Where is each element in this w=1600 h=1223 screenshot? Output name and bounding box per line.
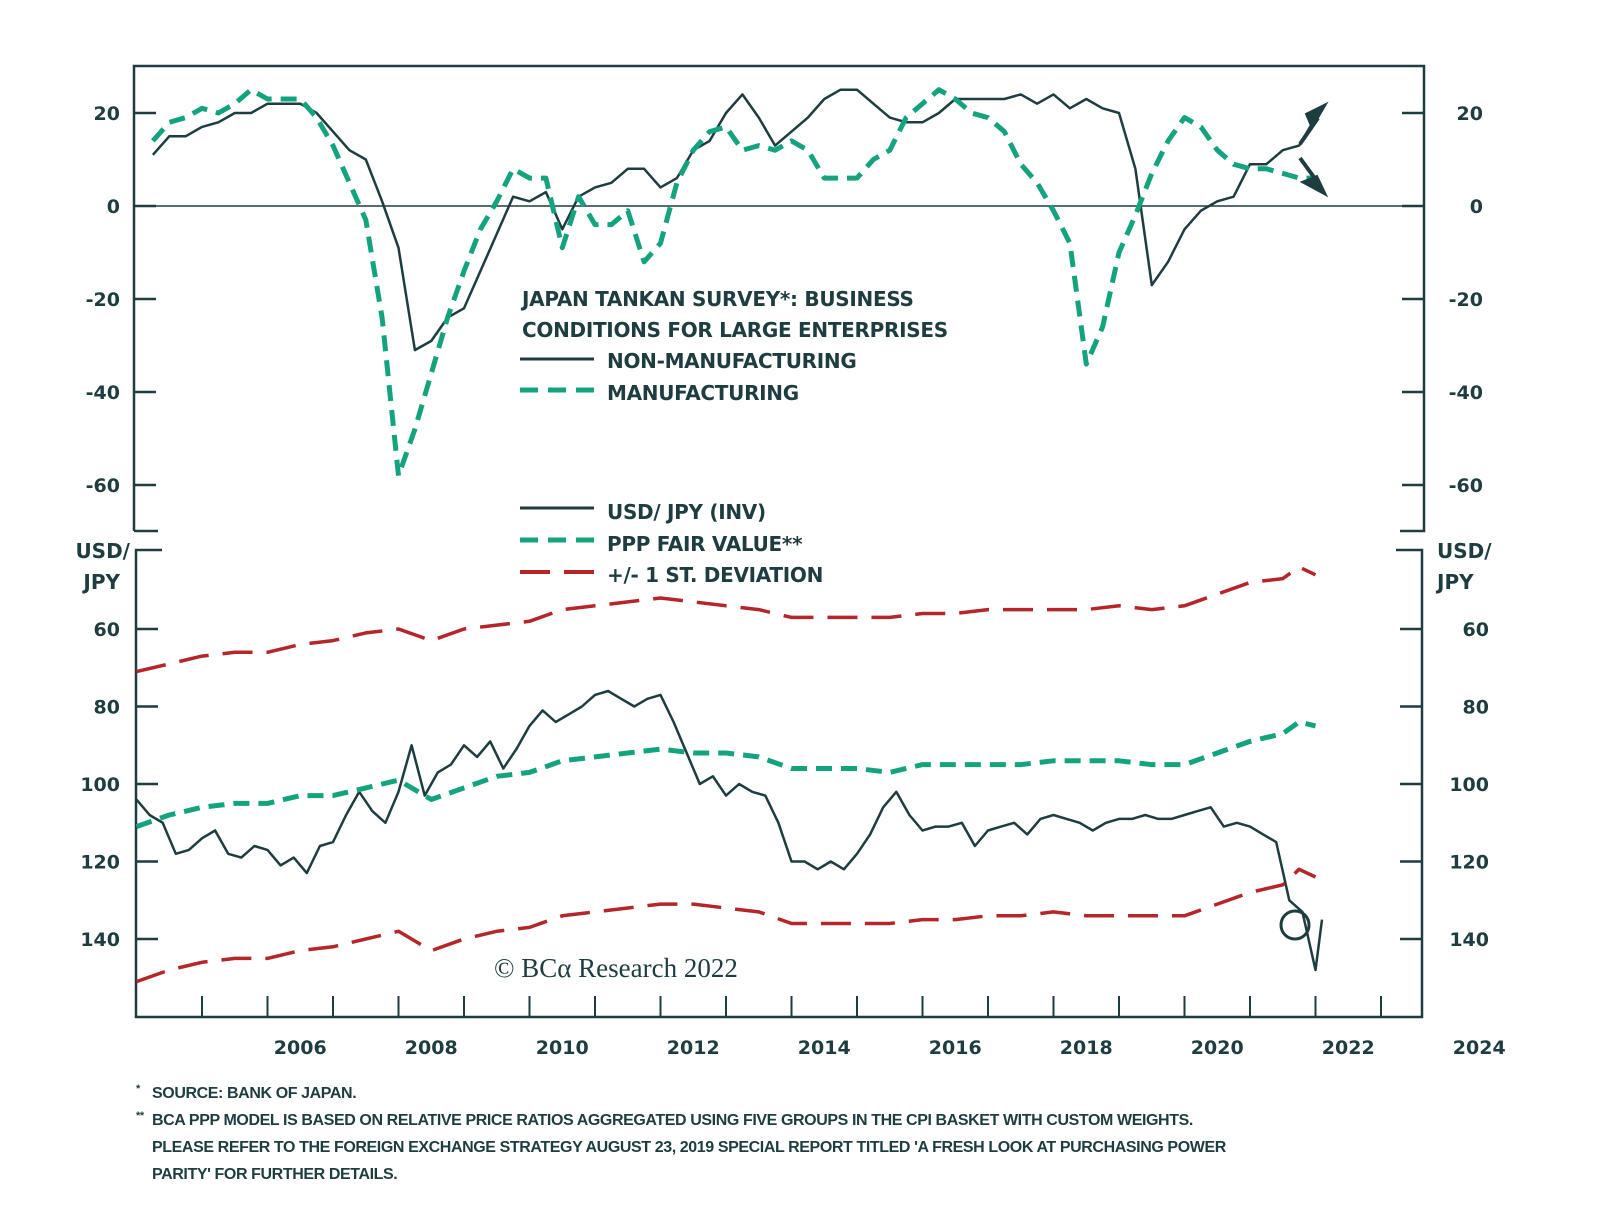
top-y-tick-label-right: -60 bbox=[1449, 475, 1483, 497]
manufacturing-series bbox=[151, 87, 1316, 479]
footnote-2: ** BCA PPP MODEL IS BASED ON RELATIVE PR… bbox=[136, 1107, 1436, 1188]
legend-label-ppp: PPP FAIR VALUE** bbox=[607, 532, 803, 556]
top-y-tick-label-left: -60 bbox=[86, 475, 120, 497]
x-tick-label: 2008 bbox=[405, 1037, 458, 1059]
non-manufacturing-line bbox=[151, 88, 1317, 352]
arrow-down-head-icon bbox=[1299, 174, 1329, 198]
x-tick-label: 2010 bbox=[536, 1037, 589, 1059]
manufacturing-line bbox=[151, 87, 1316, 479]
footnotes: * SOURCE: BANK OF JAPAN. ** BCA PPP MODE… bbox=[136, 1080, 1436, 1188]
footnote-2-text: BCA PPP MODEL IS BASED ON RELATIVE PRICE… bbox=[152, 1112, 1226, 1183]
chart-frame bbox=[132, 64, 1426, 1019]
x-tick-label: 2020 bbox=[1191, 1037, 1244, 1059]
highlight-circle bbox=[1279, 909, 1311, 941]
legend-bottom: USD/ JPY (INV) PPP FAIR VALUE** +/- 1 ST… bbox=[520, 500, 823, 587]
bottom-y-tick-label-left: 60 bbox=[94, 619, 120, 641]
top-y-tick-label-left: -20 bbox=[86, 289, 120, 311]
1-st-deviation-upper-series bbox=[136, 565, 1317, 674]
top-panel-border bbox=[132, 64, 1426, 533]
bottom-y-tick-label-left: 140 bbox=[80, 929, 120, 951]
legend-label-non-manufacturing: NON-MANUFACTURING bbox=[607, 349, 856, 373]
usd-jpy-inv-series bbox=[135, 689, 1324, 972]
1-st-deviation-lower-line bbox=[135, 867, 1317, 984]
footnote-1: * SOURCE: BANK OF JAPAN. bbox=[136, 1080, 1436, 1107]
1-st-deviation-lower-series bbox=[135, 867, 1317, 984]
x-tick-label: 2018 bbox=[1060, 1037, 1113, 1059]
x-tick-label: 2006 bbox=[274, 1037, 327, 1059]
unit-label-left-line2: JPY bbox=[81, 570, 120, 594]
bottom-y-tick-label-right: 100 bbox=[1449, 774, 1489, 796]
legend-top: JAPAN TANKAN SURVEY*: BUSINESS CONDITION… bbox=[520, 287, 948, 405]
unit-label-left-line1: USD/ bbox=[75, 539, 130, 563]
legend-top-title-line1: JAPAN TANKAN SURVEY*: BUSINESS bbox=[520, 287, 914, 311]
x-tick-label: 2016 bbox=[929, 1037, 982, 1059]
footnote-1-text: SOURCE: BANK OF JAPAN. bbox=[152, 1085, 357, 1102]
top-y-ticks: 20 20 0 0 -20 -20 -40 -40 -60 -60 bbox=[86, 103, 1483, 497]
bottom-panel-border bbox=[134, 548, 1424, 1019]
series-layer bbox=[135, 87, 1324, 984]
arrow-down-icon bbox=[1298, 156, 1318, 182]
legend-label-usdjpy: USD/ JPY (INV) bbox=[607, 500, 766, 524]
top-y-tick-label-left: 20 bbox=[94, 103, 120, 125]
footnote-1-mark: * bbox=[136, 1083, 140, 1095]
x-ticks: 2006 2008 2010 2012 2014 2016 2018 2020 2022 2024 bbox=[201, 996, 1506, 1059]
top-y-tick-label-left: 0 bbox=[107, 196, 120, 218]
top-y-tick-label-left: -40 bbox=[86, 382, 120, 404]
bottom-y-tick-label-right: 120 bbox=[1449, 852, 1489, 874]
watermark: © BCα Research 2022 bbox=[494, 953, 738, 983]
bottom-y-tick-label-right: 80 bbox=[1463, 697, 1489, 719]
unit-label-right-line1: USD/ bbox=[1437, 539, 1492, 563]
unit-label-right-line2: JPY bbox=[1435, 570, 1474, 594]
top-y-tick-label-right: -40 bbox=[1449, 382, 1483, 404]
ppp-fair-value-series bbox=[135, 719, 1317, 829]
top-y-tick-label-right: 20 bbox=[1457, 103, 1483, 125]
top-y-tick-label-right: 0 bbox=[1470, 196, 1483, 218]
bottom-y-tick-label-left: 80 bbox=[94, 697, 120, 719]
forecast-arrows bbox=[1298, 101, 1329, 198]
bottom-y-tick-label-right: 60 bbox=[1463, 619, 1489, 641]
ppp-fair-value-line bbox=[135, 719, 1317, 829]
non-manufacturing-series bbox=[151, 88, 1317, 352]
bottom-y-tick-label-left: 100 bbox=[80, 774, 120, 796]
1-st-deviation-upper-line bbox=[136, 565, 1317, 674]
legend-top-title-line2: CONDITIONS FOR LARGE ENTERPRISES bbox=[522, 318, 948, 342]
x-tick-label: 2014 bbox=[798, 1037, 851, 1059]
usd-jpy-inv-line bbox=[135, 689, 1324, 972]
arrow-up-head-icon bbox=[1304, 101, 1329, 131]
top-y-tick-label-right: -20 bbox=[1449, 289, 1483, 311]
legend-label-std: +/- 1 ST. DEVIATION bbox=[607, 563, 823, 587]
legend-label-manufacturing: MANUFACTURING bbox=[607, 381, 799, 405]
x-tick-label: 2022 bbox=[1322, 1037, 1375, 1059]
x-tick-label: 2012 bbox=[667, 1037, 720, 1059]
x-tick-label: 2024 bbox=[1453, 1037, 1506, 1059]
bottom-y-tick-label-left: 120 bbox=[80, 852, 120, 874]
bottom-y-ticks: 60 60 80 80 100 100 120 120 140 140 bbox=[80, 619, 1489, 951]
bottom-y-tick-label-right: 140 bbox=[1449, 929, 1489, 951]
footnote-2-mark: ** bbox=[136, 1110, 144, 1122]
